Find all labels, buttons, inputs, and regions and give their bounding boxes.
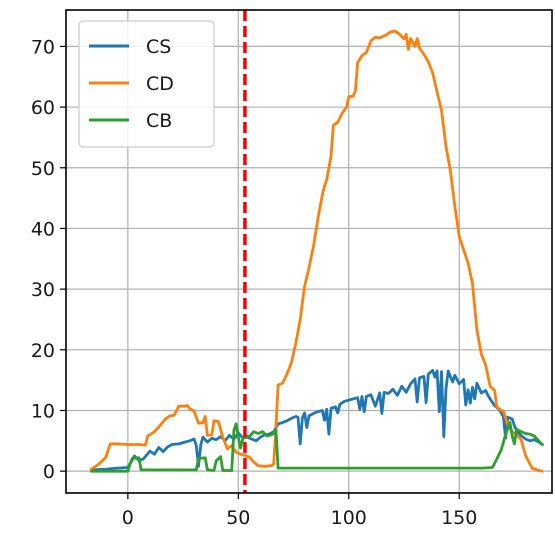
x-tick-label: 150 xyxy=(441,507,477,529)
series-line-cb xyxy=(90,421,545,473)
y-tick-label: 20 xyxy=(31,340,55,362)
legend-label-cd: CD xyxy=(146,73,174,95)
plot-frame xyxy=(65,9,553,494)
legend-label-cb: CB xyxy=(146,110,172,132)
y-tick-label: 50 xyxy=(31,158,55,180)
series-lines xyxy=(89,29,545,473)
y-tick-label: 60 xyxy=(31,97,55,119)
x-tick-label: 100 xyxy=(331,507,367,529)
legend: CS CD CB xyxy=(78,20,215,148)
x-tick-label: 50 xyxy=(226,507,250,529)
legend-box xyxy=(78,20,215,148)
y-tick-label: 30 xyxy=(31,279,55,301)
series-line-cd xyxy=(89,29,544,473)
y-tick-label: 0 xyxy=(43,461,55,483)
legend-label-cs: CS xyxy=(146,36,171,58)
x-tick-label: 0 xyxy=(122,507,134,529)
y-tick-label: 70 xyxy=(31,36,55,58)
series-line-cs xyxy=(90,369,544,472)
y-tick-label: 40 xyxy=(31,218,55,240)
axis-ticks: 0 50 100 150 0 10 20 30 40 50 60 70 xyxy=(31,36,478,529)
y-tick-label: 10 xyxy=(31,400,55,422)
